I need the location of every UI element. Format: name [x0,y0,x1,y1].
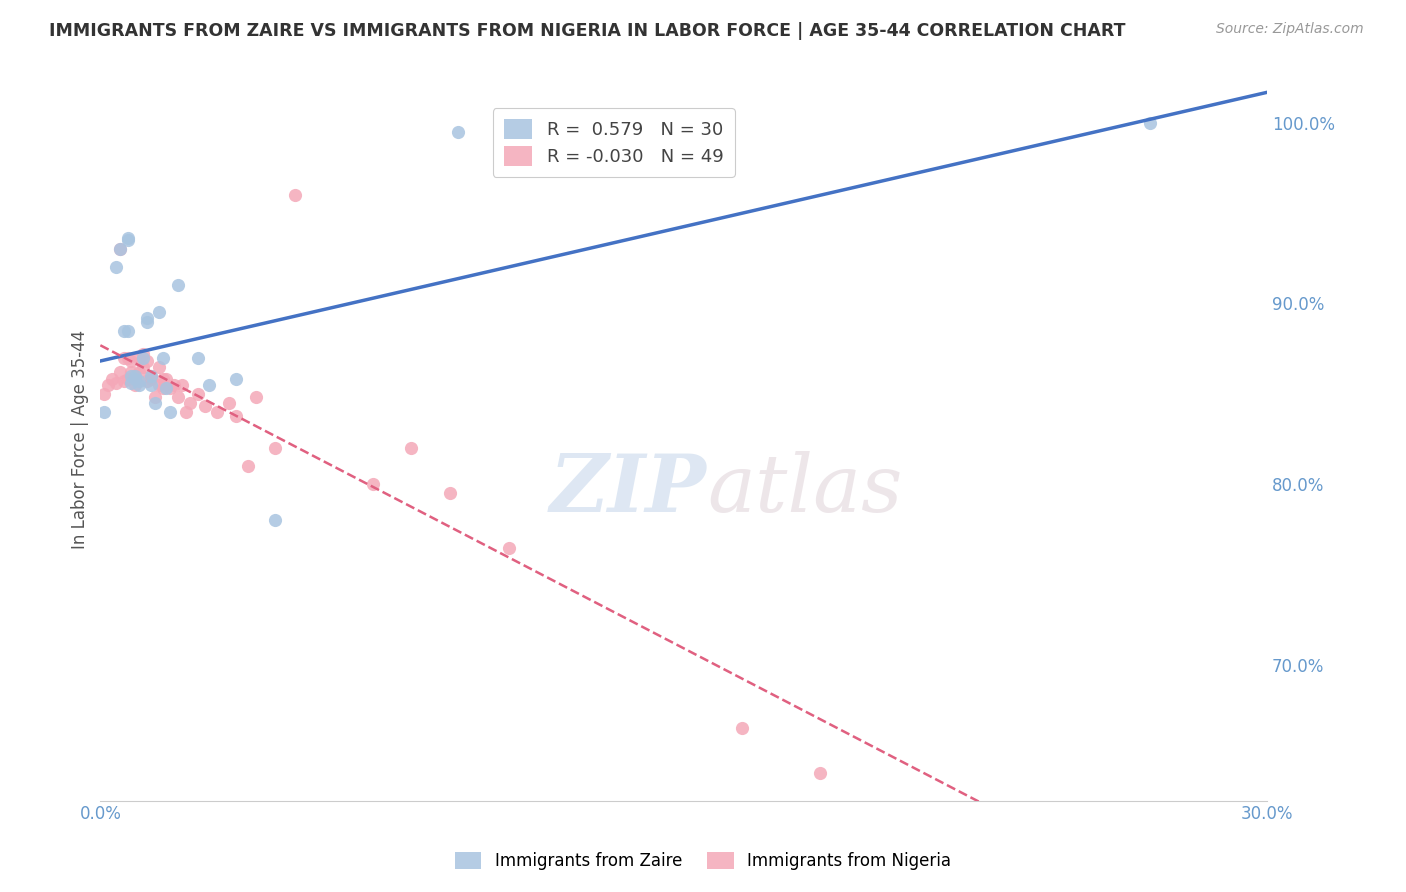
Point [117,231,139,245]
Point [143,391,166,405]
Point [136,374,159,388]
Point [128,377,150,392]
Point [194,400,217,414]
Point [187,351,209,365]
Point [139,368,162,383]
Point [225,409,247,423]
Point [139,368,162,383]
Point [236,459,259,474]
Point [112,324,135,338]
Point [152,381,174,395]
Point [101,372,124,386]
Point [132,359,155,374]
Point [132,347,155,361]
Point [108,242,131,256]
Point [264,441,287,455]
Point [104,376,127,390]
Point [167,278,190,293]
Point [124,372,146,386]
Point [139,372,162,386]
Point [104,260,127,275]
Point [152,351,174,365]
Point [167,391,190,405]
Point [108,242,131,256]
Text: Source: ZipAtlas.com: Source: ZipAtlas.com [1216,22,1364,37]
Legend: R =  0.579   N = 30, R = -0.030   N = 49: R = 0.579 N = 30, R = -0.030 N = 49 [492,108,734,177]
Point [163,377,186,392]
Point [218,396,240,410]
Point [187,387,209,401]
Point [205,405,228,419]
Point [731,721,754,735]
Point [117,372,139,386]
Point [112,374,135,388]
Point [108,365,131,379]
Point [97,377,120,392]
Point [155,372,177,386]
Point [117,324,139,338]
Point [498,541,520,555]
Point [447,125,470,139]
Point [93,387,115,401]
Text: atlas: atlas [707,450,903,528]
Point [808,766,831,780]
Y-axis label: In Labor Force | Age 35-44: In Labor Force | Age 35-44 [72,329,89,549]
Text: IMMIGRANTS FROM ZAIRE VS IMMIGRANTS FROM NIGERIA IN LABOR FORCE | AGE 35-44 CORR: IMMIGRANTS FROM ZAIRE VS IMMIGRANTS FROM… [49,22,1126,40]
Text: ZIP: ZIP [550,450,707,528]
Point [439,486,461,500]
Point [264,513,287,527]
Point [120,368,142,383]
Point [136,354,159,368]
Point [152,372,174,386]
Point [128,351,150,365]
Point [174,405,197,419]
Point [117,233,139,247]
Point [112,351,135,365]
Point [361,477,384,491]
Point [179,396,201,410]
Point [124,368,146,383]
Point [128,374,150,388]
Point [139,377,162,392]
Point [198,377,221,392]
Point [159,405,181,419]
Point [120,354,142,368]
Point [284,188,307,202]
Point [1139,115,1161,129]
Point [93,405,115,419]
Legend: Immigrants from Zaire, Immigrants from Nigeria: Immigrants from Zaire, Immigrants from N… [449,845,957,877]
Point [128,365,150,379]
Point [132,351,155,365]
Point [401,441,423,455]
Point [117,351,139,365]
Point [148,305,170,319]
Point [136,310,159,325]
Point [170,377,193,392]
Point [120,365,142,379]
Point [143,396,166,410]
Point [148,359,170,374]
Point [225,372,247,386]
Point [155,381,177,395]
Point [124,368,146,383]
Point [136,314,159,328]
Point [120,376,142,390]
Point [245,391,267,405]
Point [124,377,146,392]
Point [148,377,170,392]
Point [159,381,181,395]
